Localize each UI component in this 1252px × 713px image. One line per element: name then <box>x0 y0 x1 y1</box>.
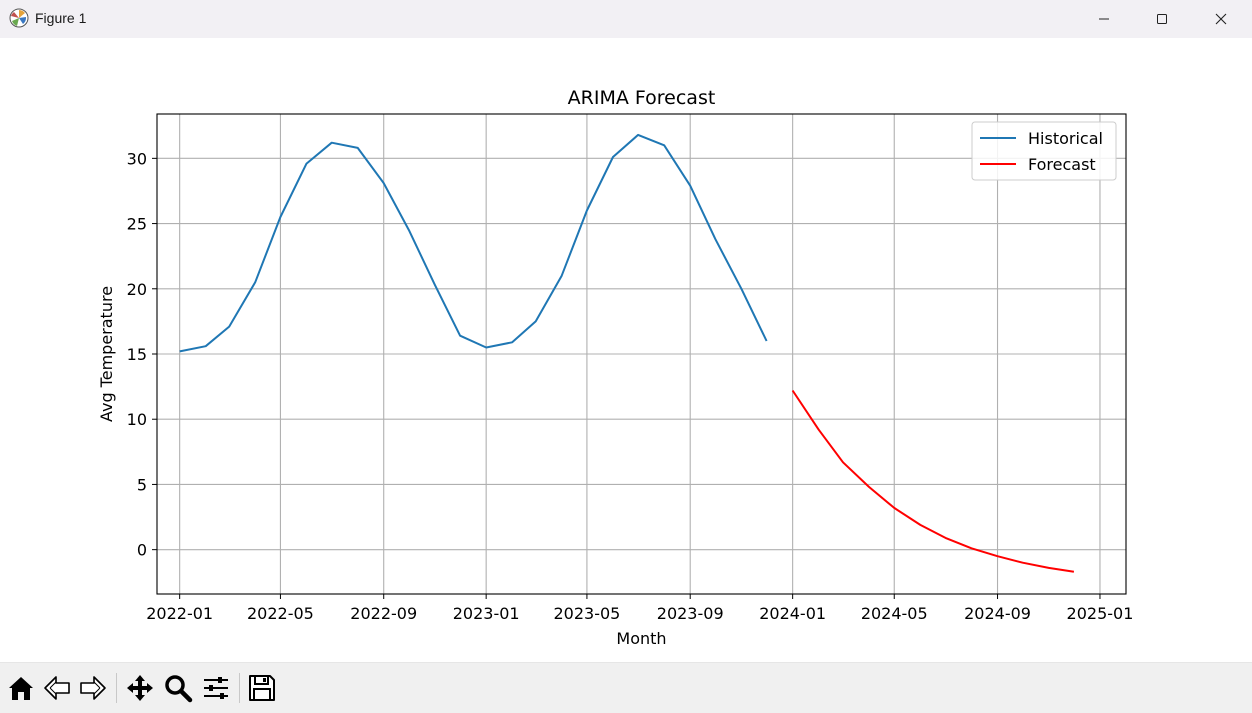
maximize-button[interactable] <box>1133 0 1191 38</box>
x-tick-label: 2022-01 <box>146 604 213 623</box>
y-axis-label: Avg Temperature <box>97 286 116 422</box>
x-tick-label: 2022-09 <box>350 604 417 623</box>
forward-arrow-icon <box>80 676 106 700</box>
y-tick-label: 5 <box>137 475 147 494</box>
zoom-icon <box>165 675 193 703</box>
y-tick-label: 15 <box>127 345 147 364</box>
back-arrow-icon <box>44 676 70 700</box>
matplotlib-logo-icon <box>9 8 29 28</box>
save-button[interactable] <box>245 671 279 705</box>
legend-box <box>971 121 1117 181</box>
move-icon <box>127 675 153 701</box>
maximize-icon <box>1157 14 1167 24</box>
legend-label-historical: Historical <box>1028 129 1103 148</box>
pan-button[interactable] <box>123 671 157 705</box>
home-button[interactable] <box>4 671 38 705</box>
window-titlebar: Figure 1 <box>0 0 1252 38</box>
x-tick-label: 2024-05 <box>861 604 928 623</box>
toolbar-separator <box>116 673 117 703</box>
sliders-icon <box>204 677 228 699</box>
x-tick-label: 2023-05 <box>553 604 620 623</box>
minimize-icon <box>1099 18 1109 20</box>
x-tick-label: 2024-09 <box>964 604 1031 623</box>
series-line-historical <box>179 133 768 353</box>
y-tick-label: 10 <box>127 410 147 429</box>
configure-subplots-button[interactable] <box>199 671 233 705</box>
y-tick-label: 20 <box>127 280 147 299</box>
x-tick-label: 2025-01 <box>1067 604 1134 623</box>
legend-label-forecast: Forecast <box>1028 155 1096 174</box>
series-line-forecast <box>791 389 1075 573</box>
back-button[interactable] <box>40 671 74 705</box>
y-tick-label: 30 <box>127 149 147 168</box>
figure-canvas[interactable]: 2022-01 2022-05 2022-09 2023-01 2023-05 2023-… <box>0 38 1252 662</box>
x-tick-label: 2022-05 <box>247 604 314 623</box>
home-icon <box>9 677 33 700</box>
toolbar-separator <box>239 673 240 703</box>
chart-title: ARIMA Forecast <box>568 87 716 109</box>
x-tick-label: 2024-01 <box>759 604 826 623</box>
forward-button[interactable] <box>76 671 110 705</box>
zoom-button[interactable] <box>161 671 195 705</box>
minimize-button[interactable] <box>1075 0 1133 38</box>
x-tick-label: 2023-09 <box>657 604 724 623</box>
window-title: Figure 1 <box>35 10 87 26</box>
close-button[interactable] <box>1192 0 1250 38</box>
y-tick-label: 0 <box>137 541 147 560</box>
y-tick-label: 25 <box>127 215 147 234</box>
navigation-toolbar <box>0 662 1252 713</box>
x-tick-label: 2023-01 <box>453 604 520 623</box>
save-icon <box>249 675 275 701</box>
chart: 2022-01 2022-05 2022-09 2023-01 2023-05 2023-… <box>97 87 1134 648</box>
x-axis-label: Month <box>616 629 666 648</box>
close-icon <box>1215 13 1227 25</box>
